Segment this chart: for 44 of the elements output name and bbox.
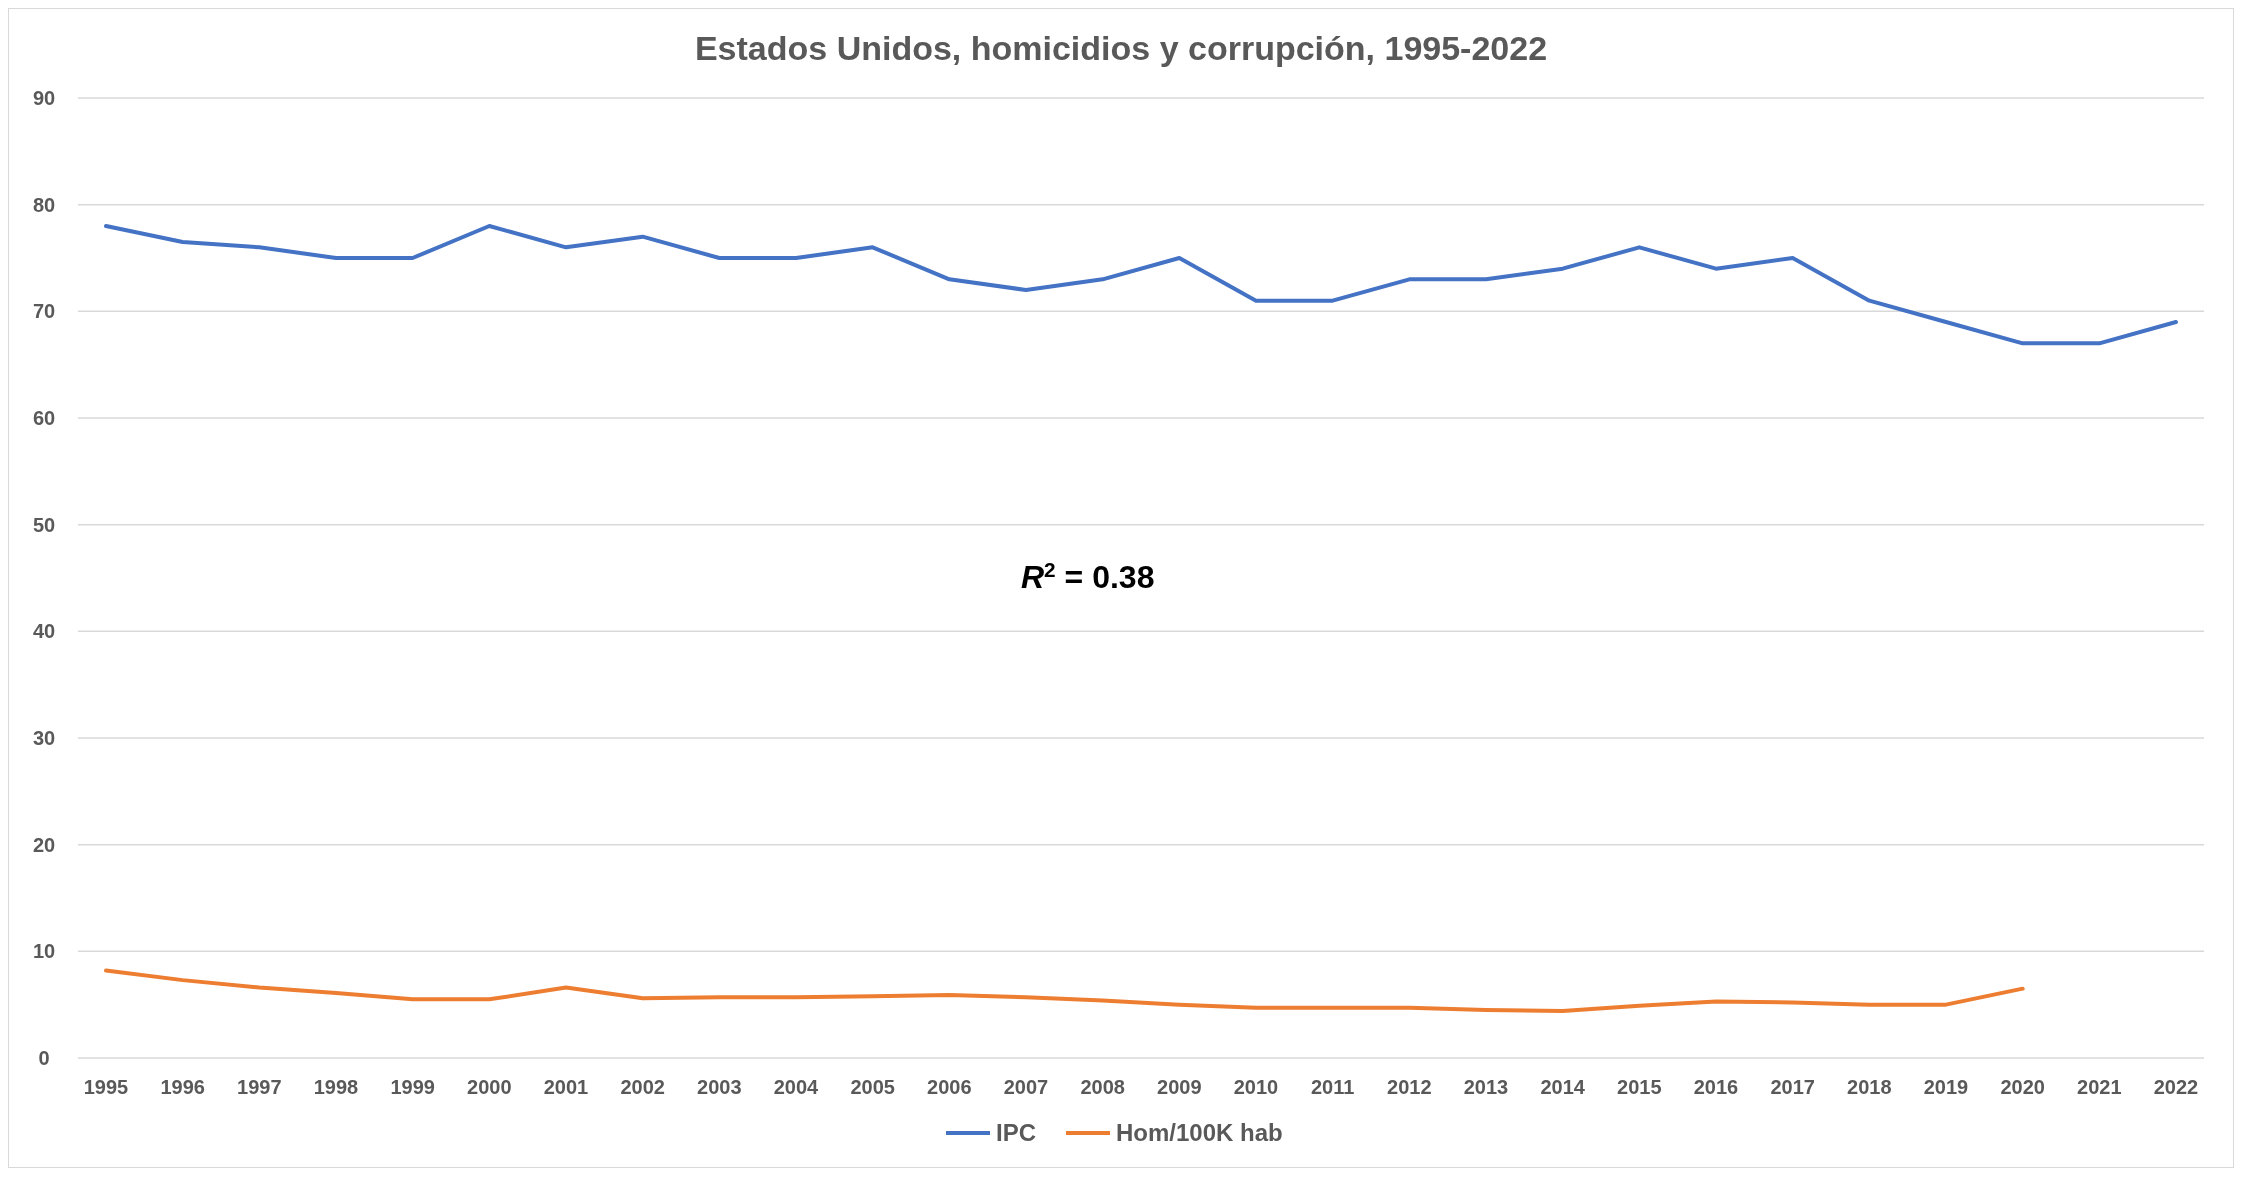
legend-label: Hom/100K hab	[1116, 1119, 1283, 1146]
x-tick-label: 2002	[620, 1076, 665, 1098]
x-tick-label: 2014	[1540, 1076, 1586, 1098]
line-series	[104, 224, 2178, 346]
y-tick-label: 20	[32, 833, 56, 856]
x-tick-label: 2012	[1387, 1076, 1432, 1098]
x-tick-label: 1999	[390, 1076, 435, 1098]
x-tick-label: 2008	[1080, 1076, 1125, 1098]
x-tick-label: 2006	[927, 1076, 972, 1098]
x-tick-label: 2004	[773, 1076, 820, 1098]
x-tick-label: 1996	[160, 1076, 205, 1098]
x-tick-label: 2011	[1310, 1076, 1355, 1098]
x-tick-label: 2003	[697, 1076, 742, 1098]
chart-title: Estados Unidos, homicidios y corrupción, 1995-2022	[694, 29, 1548, 67]
y-tick-label: 40	[32, 620, 56, 643]
x-tick-label: 2018	[1847, 1076, 1892, 1098]
y-tick-label: 10	[32, 940, 56, 963]
x-tick-label: 2005	[850, 1076, 895, 1098]
y-tick-label: 60	[32, 407, 56, 429]
legend-label: IPC	[996, 1119, 1037, 1146]
x-tick-label: 2000	[467, 1076, 512, 1098]
x-tick-label: 2017	[1770, 1076, 1815, 1098]
x-tick-label: 2001	[543, 1076, 589, 1098]
x-tick-label: 2013	[1463, 1076, 1509, 1098]
x-tick-label: 2021	[2077, 1076, 2122, 1098]
x-tick-label: 2020	[2000, 1076, 2045, 1098]
x-tick-label: 2010	[1233, 1076, 1279, 1098]
x-tick-label: 2007	[1003, 1076, 1049, 1098]
x-tick-label: 2015	[1617, 1076, 1662, 1098]
annotation: R$^{2}$ = 0.38	[1021, 557, 1155, 595]
x-tick-label: 1995	[83, 1076, 129, 1098]
x-tick-label: 1997	[237, 1076, 282, 1098]
y-tick-label: 50	[32, 513, 56, 536]
y-tick-label: 30	[32, 727, 56, 749]
x-tick-label: 2022	[2153, 1076, 2199, 1098]
y-tick-label: 0	[38, 1047, 50, 1069]
x-tick-label: 1998	[313, 1076, 359, 1098]
y-tick-label: 80	[32, 193, 56, 216]
x-tick-label: 2016	[1693, 1076, 1739, 1098]
x-tick-label: 2019	[1923, 1076, 1969, 1098]
y-tick-label: 70	[32, 300, 56, 323]
line-series	[104, 968, 2025, 1014]
y-tick-label: 90	[32, 87, 56, 109]
x-tick-label: 2009	[1157, 1076, 1202, 1098]
